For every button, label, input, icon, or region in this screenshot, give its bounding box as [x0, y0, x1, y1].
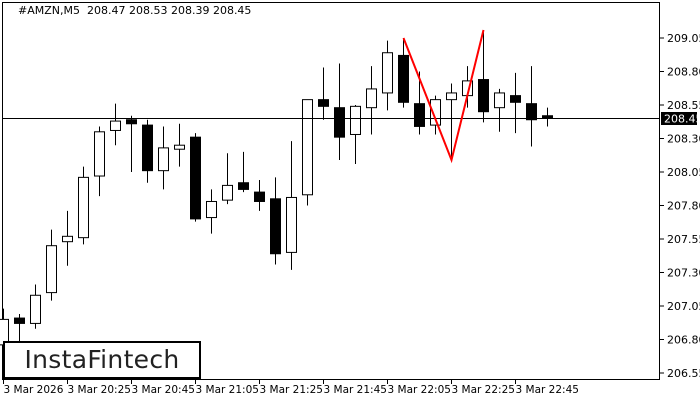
candle-body [126, 119, 137, 125]
bullish-candle [366, 66, 377, 135]
y-tick-label: 208.30 [667, 133, 700, 146]
x-tick-label: 3 Mar 22:45 [516, 384, 579, 396]
plot-area-border [2, 2, 660, 380]
y-tick-label: 206.80 [667, 334, 700, 347]
bullish-candle [302, 99, 313, 206]
time-axis: 3 Mar 2026 3 Mar 20:25 3 Mar 20:45 3 Mar 21… [3, 379, 579, 396]
bullish-candle [62, 210, 73, 266]
ohlc-values: 208.47 208.53 208.39 208.45 [86, 4, 252, 17]
candle-body [190, 136, 201, 220]
bearish-candle [270, 177, 281, 265]
bullish-candle [222, 153, 233, 205]
candle-body [254, 191, 265, 202]
bullish-candle [350, 105, 361, 164]
chart-header: #AMZN,M5 208.47 208.53 208.39 208.45 [18, 4, 251, 17]
bullish-candle [158, 126, 169, 190]
candle-body [158, 147, 169, 172]
candle-body [206, 200, 217, 219]
bearish-candle [142, 119, 153, 183]
x-tick-label: 3 Mar 21:05 [196, 384, 259, 396]
current-price-label: 208.45 [664, 113, 700, 126]
bullish-candle [286, 141, 297, 270]
bearish-candle [254, 180, 265, 211]
candle-body [110, 120, 121, 131]
y-tick-label: 206.55 [667, 367, 700, 380]
candle-body [62, 235, 73, 243]
candle-body [318, 99, 329, 107]
candle-body [398, 54, 409, 103]
y-tick-label: 208.05 [667, 166, 700, 179]
bearish-candle [414, 71, 425, 135]
candle-body [334, 107, 345, 138]
price-axis: 209.05 208.80 208.55 208.30 208.05 207.80 207.… [660, 32, 700, 380]
bullish-candle [110, 103, 121, 146]
candle-body [174, 144, 185, 150]
candle-body [526, 103, 537, 121]
candle-body [142, 124, 153, 172]
candle-body [30, 294, 41, 324]
candle-body [270, 198, 281, 255]
candle-body [286, 196, 297, 253]
candle-body [14, 317, 25, 324]
bearish-candle [126, 115, 137, 172]
y-tick-label: 208.55 [667, 99, 700, 112]
bearish-candle [334, 63, 345, 160]
candle-body [494, 92, 505, 109]
y-tick-label: 207.05 [667, 300, 700, 313]
bearish-candle [318, 67, 329, 120]
x-tick-label: 3 Mar 20:25 [68, 384, 131, 396]
candle-body [350, 105, 361, 135]
symbol-label: #AMZN,M5 [18, 4, 80, 17]
y-tick-label: 207.55 [667, 233, 700, 246]
bearish-candle [478, 29, 489, 123]
candle-body [366, 88, 377, 109]
candles-group [0, 29, 553, 346]
candle-body [542, 115, 553, 119]
x-tick-label: 3 Mar 21:45 [324, 384, 387, 396]
candle-body [414, 103, 425, 127]
bullish-candle [446, 83, 457, 160]
bearish-candle [238, 151, 249, 193]
double-top-pattern-line [402, 29, 485, 164]
candle-body [94, 131, 105, 177]
current-price-label-bg [661, 112, 697, 125]
bullish-candle [174, 123, 185, 167]
x-tick-label: 3 Mar 21:25 [260, 384, 323, 396]
bullish-candle [78, 166, 89, 245]
bearish-candle [14, 314, 25, 345]
bearish-candle [190, 133, 201, 222]
x-tick-label: 3 Mar 2026 [4, 384, 64, 396]
candle-body [446, 92, 457, 101]
bullish-candle [382, 40, 393, 111]
bullish-candle [430, 95, 441, 135]
candle-body [238, 182, 249, 190]
bullish-candle [206, 189, 217, 234]
instafintech-logo: InstaFintech [3, 341, 201, 379]
bullish-candle [30, 284, 41, 329]
bearish-candle [510, 72, 521, 134]
bearish-candle [398, 38, 409, 108]
y-tick-label: 207.30 [667, 267, 700, 280]
bullish-candle [494, 88, 505, 132]
candle-body [78, 176, 89, 239]
x-tick-label: 3 Mar 22:25 [452, 384, 515, 396]
bearish-candle [526, 66, 537, 147]
candle-body [46, 245, 57, 294]
bullish-candle [94, 126, 105, 197]
candle-body [478, 79, 489, 113]
y-tick-label: 208.80 [667, 66, 700, 79]
y-tick-label: 209.05 [667, 32, 700, 45]
candle-body [430, 99, 441, 126]
x-tick-label: 3 Mar 22:05 [388, 384, 451, 396]
x-tick-label: 3 Mar 20:45 [132, 384, 195, 396]
y-tick-label: 207.80 [667, 200, 700, 213]
candle-body [382, 52, 393, 94]
bullish-candle [46, 229, 57, 301]
candle-body [510, 95, 521, 103]
candle-body [302, 99, 313, 196]
candle-body [222, 184, 233, 201]
